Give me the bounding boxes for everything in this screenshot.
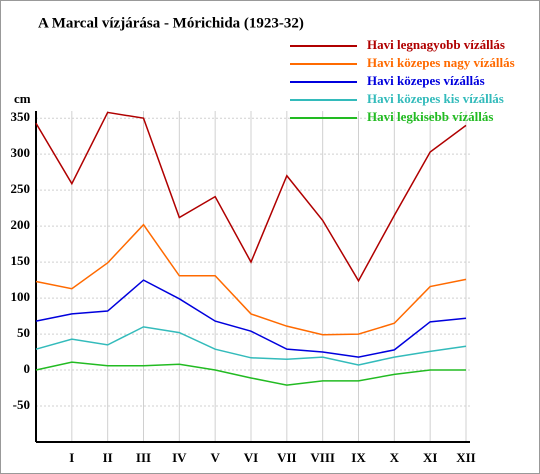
series-line: [35, 111, 467, 283]
y-tick-label: -50: [13, 397, 30, 412]
legend-label: Havi közepes vízállás: [367, 73, 485, 88]
y-tick-label: 200: [11, 217, 31, 232]
x-tick-label: XII: [456, 450, 476, 465]
x-tick-label: VI: [244, 450, 258, 465]
legend-label: Havi közepes nagy vízállás: [367, 55, 515, 70]
x-tick-label: II: [103, 450, 113, 465]
y-tick-label: 100: [11, 289, 31, 304]
series-line: [35, 279, 467, 358]
x-tick-label: VIII: [310, 450, 335, 465]
series-line: [35, 326, 467, 366]
x-tick-label: IX: [351, 450, 366, 465]
x-tick-label: XI: [423, 450, 437, 465]
y-tick-label: 300: [11, 145, 31, 160]
legend-label: Havi legnagyobb vízállás: [367, 37, 505, 52]
y-tick-label: 150: [11, 253, 31, 268]
legend-label: Havi közepes kis vízállás: [367, 91, 504, 106]
x-tick-label: IV: [172, 450, 187, 465]
x-tick-label: X: [390, 450, 400, 465]
y-tick-label: 350: [11, 109, 31, 124]
x-tick-label: V: [210, 450, 220, 465]
series-line: [35, 361, 466, 386]
y-tick-label: 250: [11, 181, 31, 196]
y-tick-label: 50: [17, 325, 30, 340]
y-tick-label: 0: [24, 361, 31, 376]
legend-label: Havi legkisebb vízállás: [367, 109, 493, 124]
x-tick-label: III: [136, 450, 151, 465]
y-axis-label: cm: [14, 91, 31, 106]
x-tick-label: VII: [277, 450, 297, 465]
series-line: [35, 223, 467, 336]
x-tick-label: I: [69, 450, 74, 465]
chart-title: A Marcal vízjárása - Mórichida (1923-32): [38, 15, 304, 31]
